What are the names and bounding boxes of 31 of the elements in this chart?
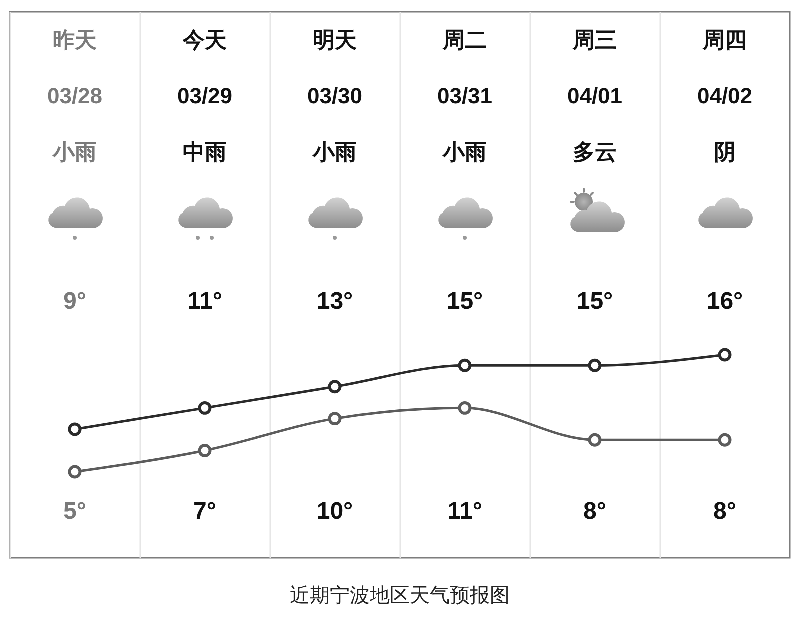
point xyxy=(68,422,82,436)
data-label: 11° xyxy=(188,288,222,315)
data-label: 15° xyxy=(576,288,614,315)
point xyxy=(718,348,732,362)
category-label: 周三 04/01 多云 xyxy=(567,28,623,164)
point xyxy=(198,444,212,458)
data-label: 8° xyxy=(584,498,606,525)
point xyxy=(588,358,602,372)
category-label: 昨天 03/28 小雨 xyxy=(47,28,103,164)
data-label: 8° xyxy=(714,498,736,525)
data-label: 13° xyxy=(316,288,354,315)
data-label: 15° xyxy=(446,288,484,315)
point xyxy=(458,358,472,372)
category-label: 明天 03/30 小雨 xyxy=(307,28,363,164)
data-label: 7° xyxy=(194,498,216,525)
point xyxy=(458,401,472,415)
point xyxy=(328,380,342,394)
data-label: 5° xyxy=(64,498,86,525)
point xyxy=(68,465,82,479)
point xyxy=(328,412,342,426)
category-label: 周四 04/02 阴 xyxy=(697,28,753,164)
category-label: 今天 03/29 中雨 xyxy=(177,28,233,164)
text: 近期宁波地区天气预报图 xyxy=(289,584,511,608)
point xyxy=(198,401,212,415)
data-label: 9° xyxy=(64,288,86,315)
data-label: 11° xyxy=(448,498,482,525)
category-label: 周二 03/31 小雨 xyxy=(437,28,493,164)
point xyxy=(718,433,732,447)
data-label: 10° xyxy=(316,498,354,525)
point xyxy=(588,433,602,447)
data-label: 16° xyxy=(706,288,744,315)
